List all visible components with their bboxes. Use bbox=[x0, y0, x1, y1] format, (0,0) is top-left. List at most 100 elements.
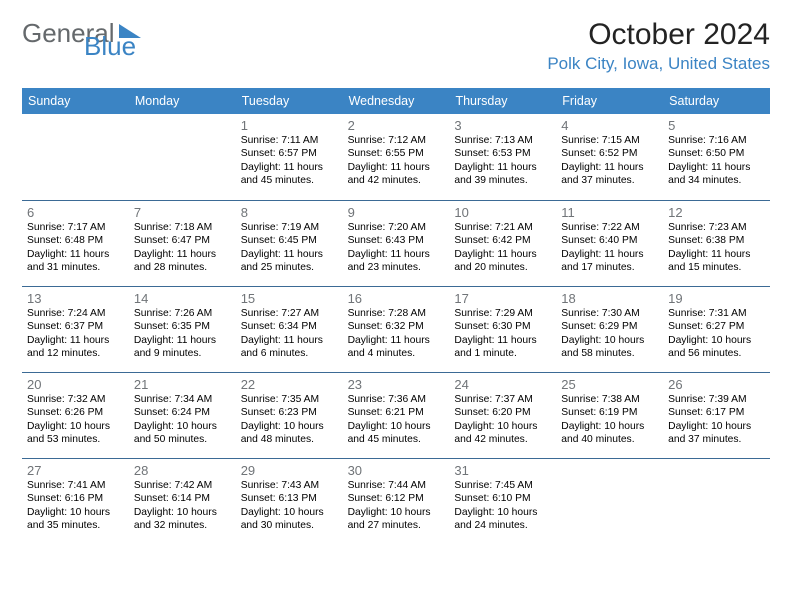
day-detail: Sunrise: 7:30 AMSunset: 6:29 PMDaylight:… bbox=[561, 307, 658, 361]
day-number: 26 bbox=[668, 377, 765, 392]
day-detail: Sunrise: 7:12 AMSunset: 6:55 PMDaylight:… bbox=[348, 134, 445, 188]
day-cell-26: 26Sunrise: 7:39 AMSunset: 6:17 PMDayligh… bbox=[663, 372, 770, 458]
day-name-monday: Monday bbox=[129, 88, 236, 114]
day-cell-17: 17Sunrise: 7:29 AMSunset: 6:30 PMDayligh… bbox=[449, 286, 556, 372]
day-cell-24: 24Sunrise: 7:37 AMSunset: 6:20 PMDayligh… bbox=[449, 372, 556, 458]
day-cell-1: 1Sunrise: 7:11 AMSunset: 6:57 PMDaylight… bbox=[236, 114, 343, 200]
day-number: 4 bbox=[561, 118, 658, 133]
day-number: 29 bbox=[241, 463, 338, 478]
day-detail: Sunrise: 7:31 AMSunset: 6:27 PMDaylight:… bbox=[668, 307, 765, 361]
day-cell-14: 14Sunrise: 7:26 AMSunset: 6:35 PMDayligh… bbox=[129, 286, 236, 372]
day-cell-20: 20Sunrise: 7:32 AMSunset: 6:26 PMDayligh… bbox=[22, 372, 129, 458]
day-cell-12: 12Sunrise: 7:23 AMSunset: 6:38 PMDayligh… bbox=[663, 200, 770, 286]
day-number: 27 bbox=[27, 463, 124, 478]
day-number: 22 bbox=[241, 377, 338, 392]
day-cell-29: 29Sunrise: 7:43 AMSunset: 6:13 PMDayligh… bbox=[236, 458, 343, 544]
day-cell-10: 10Sunrise: 7:21 AMSunset: 6:42 PMDayligh… bbox=[449, 200, 556, 286]
header: General Blue October 2024 Polk City, Iow… bbox=[22, 18, 770, 74]
location-label: Polk City, Iowa, United States bbox=[547, 54, 770, 74]
day-cell-21: 21Sunrise: 7:34 AMSunset: 6:24 PMDayligh… bbox=[129, 372, 236, 458]
day-detail: Sunrise: 7:18 AMSunset: 6:47 PMDaylight:… bbox=[134, 221, 231, 275]
day-number: 25 bbox=[561, 377, 658, 392]
day-number: 24 bbox=[454, 377, 551, 392]
empty-cell bbox=[663, 458, 770, 544]
day-detail: Sunrise: 7:17 AMSunset: 6:48 PMDaylight:… bbox=[27, 221, 124, 275]
day-name-wednesday: Wednesday bbox=[343, 88, 450, 114]
day-detail: Sunrise: 7:11 AMSunset: 6:57 PMDaylight:… bbox=[241, 134, 338, 188]
day-header-row: SundayMondayTuesdayWednesdayThursdayFrid… bbox=[22, 88, 770, 114]
day-number: 23 bbox=[348, 377, 445, 392]
day-number: 1 bbox=[241, 118, 338, 133]
day-detail: Sunrise: 7:42 AMSunset: 6:14 PMDaylight:… bbox=[134, 479, 231, 533]
day-name-saturday: Saturday bbox=[663, 88, 770, 114]
day-detail: Sunrise: 7:23 AMSunset: 6:38 PMDaylight:… bbox=[668, 221, 765, 275]
day-name-thursday: Thursday bbox=[449, 88, 556, 114]
day-cell-30: 30Sunrise: 7:44 AMSunset: 6:12 PMDayligh… bbox=[343, 458, 450, 544]
day-detail: Sunrise: 7:20 AMSunset: 6:43 PMDaylight:… bbox=[348, 221, 445, 275]
day-detail: Sunrise: 7:27 AMSunset: 6:34 PMDaylight:… bbox=[241, 307, 338, 361]
day-detail: Sunrise: 7:13 AMSunset: 6:53 PMDaylight:… bbox=[454, 134, 551, 188]
day-cell-4: 4Sunrise: 7:15 AMSunset: 6:52 PMDaylight… bbox=[556, 114, 663, 200]
day-detail: Sunrise: 7:45 AMSunset: 6:10 PMDaylight:… bbox=[454, 479, 551, 533]
day-cell-2: 2Sunrise: 7:12 AMSunset: 6:55 PMDaylight… bbox=[343, 114, 450, 200]
day-number: 11 bbox=[561, 205, 658, 220]
day-number: 3 bbox=[454, 118, 551, 133]
day-detail: Sunrise: 7:34 AMSunset: 6:24 PMDaylight:… bbox=[134, 393, 231, 447]
title-block: October 2024 Polk City, Iowa, United Sta… bbox=[547, 18, 770, 74]
day-number: 13 bbox=[27, 291, 124, 306]
day-cell-8: 8Sunrise: 7:19 AMSunset: 6:45 PMDaylight… bbox=[236, 200, 343, 286]
day-number: 15 bbox=[241, 291, 338, 306]
day-cell-16: 16Sunrise: 7:28 AMSunset: 6:32 PMDayligh… bbox=[343, 286, 450, 372]
day-number: 10 bbox=[454, 205, 551, 220]
day-detail: Sunrise: 7:43 AMSunset: 6:13 PMDaylight:… bbox=[241, 479, 338, 533]
day-number: 21 bbox=[134, 377, 231, 392]
day-cell-23: 23Sunrise: 7:36 AMSunset: 6:21 PMDayligh… bbox=[343, 372, 450, 458]
day-cell-15: 15Sunrise: 7:27 AMSunset: 6:34 PMDayligh… bbox=[236, 286, 343, 372]
day-number: 16 bbox=[348, 291, 445, 306]
day-detail: Sunrise: 7:26 AMSunset: 6:35 PMDaylight:… bbox=[134, 307, 231, 361]
day-detail: Sunrise: 7:24 AMSunset: 6:37 PMDaylight:… bbox=[27, 307, 124, 361]
day-number: 28 bbox=[134, 463, 231, 478]
day-detail: Sunrise: 7:39 AMSunset: 6:17 PMDaylight:… bbox=[668, 393, 765, 447]
day-number: 2 bbox=[348, 118, 445, 133]
day-name-friday: Friday bbox=[556, 88, 663, 114]
day-detail: Sunrise: 7:38 AMSunset: 6:19 PMDaylight:… bbox=[561, 393, 658, 447]
day-detail: Sunrise: 7:36 AMSunset: 6:21 PMDaylight:… bbox=[348, 393, 445, 447]
day-detail: Sunrise: 7:21 AMSunset: 6:42 PMDaylight:… bbox=[454, 221, 551, 275]
logo: General Blue bbox=[22, 18, 141, 49]
day-number: 30 bbox=[348, 463, 445, 478]
day-cell-18: 18Sunrise: 7:30 AMSunset: 6:29 PMDayligh… bbox=[556, 286, 663, 372]
logo-text-blue: Blue bbox=[84, 31, 136, 62]
day-cell-11: 11Sunrise: 7:22 AMSunset: 6:40 PMDayligh… bbox=[556, 200, 663, 286]
day-cell-25: 25Sunrise: 7:38 AMSunset: 6:19 PMDayligh… bbox=[556, 372, 663, 458]
day-number: 9 bbox=[348, 205, 445, 220]
day-number: 14 bbox=[134, 291, 231, 306]
day-detail: Sunrise: 7:19 AMSunset: 6:45 PMDaylight:… bbox=[241, 221, 338, 275]
day-cell-27: 27Sunrise: 7:41 AMSunset: 6:16 PMDayligh… bbox=[22, 458, 129, 544]
empty-cell bbox=[556, 458, 663, 544]
month-title: October 2024 bbox=[547, 18, 770, 52]
day-number: 12 bbox=[668, 205, 765, 220]
day-cell-19: 19Sunrise: 7:31 AMSunset: 6:27 PMDayligh… bbox=[663, 286, 770, 372]
day-name-sunday: Sunday bbox=[22, 88, 129, 114]
day-number: 7 bbox=[134, 205, 231, 220]
day-number: 5 bbox=[668, 118, 765, 133]
day-cell-31: 31Sunrise: 7:45 AMSunset: 6:10 PMDayligh… bbox=[449, 458, 556, 544]
day-cell-28: 28Sunrise: 7:42 AMSunset: 6:14 PMDayligh… bbox=[129, 458, 236, 544]
day-number: 19 bbox=[668, 291, 765, 306]
day-detail: Sunrise: 7:28 AMSunset: 6:32 PMDaylight:… bbox=[348, 307, 445, 361]
empty-cell bbox=[22, 114, 129, 200]
day-cell-13: 13Sunrise: 7:24 AMSunset: 6:37 PMDayligh… bbox=[22, 286, 129, 372]
day-number: 17 bbox=[454, 291, 551, 306]
day-name-tuesday: Tuesday bbox=[236, 88, 343, 114]
day-cell-22: 22Sunrise: 7:35 AMSunset: 6:23 PMDayligh… bbox=[236, 372, 343, 458]
day-cell-3: 3Sunrise: 7:13 AMSunset: 6:53 PMDaylight… bbox=[449, 114, 556, 200]
day-number: 18 bbox=[561, 291, 658, 306]
empty-cell bbox=[129, 114, 236, 200]
day-cell-9: 9Sunrise: 7:20 AMSunset: 6:43 PMDaylight… bbox=[343, 200, 450, 286]
day-detail: Sunrise: 7:29 AMSunset: 6:30 PMDaylight:… bbox=[454, 307, 551, 361]
day-detail: Sunrise: 7:41 AMSunset: 6:16 PMDaylight:… bbox=[27, 479, 124, 533]
day-number: 6 bbox=[27, 205, 124, 220]
day-cell-5: 5Sunrise: 7:16 AMSunset: 6:50 PMDaylight… bbox=[663, 114, 770, 200]
day-number: 31 bbox=[454, 463, 551, 478]
